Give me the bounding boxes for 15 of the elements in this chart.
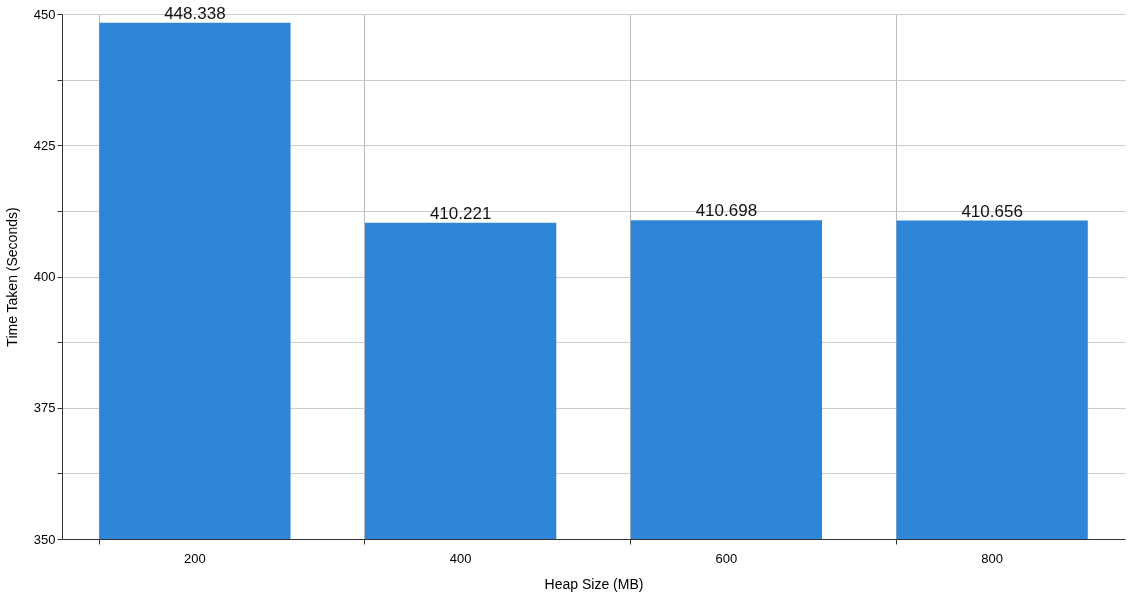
x-tick-label: 200 (184, 550, 206, 566)
y-tick-label: 425 (33, 137, 56, 153)
y-axis-title: Time Taken (Seconds) (3, 207, 20, 347)
x-tick-label: 600 (715, 550, 738, 566)
y-tick-label: 350 (33, 531, 56, 547)
data-label: 448.338 (164, 3, 226, 23)
y-tick-label: 400 (33, 269, 56, 284)
data-label: 410.221 (429, 203, 492, 223)
x-tick-label: 800 (981, 550, 1003, 566)
x-axis-title: Heap Size (MB) (544, 575, 644, 592)
x-tick-label: 400 (449, 550, 472, 566)
y-tick-label: 450 (33, 6, 56, 22)
data-label: 410.698 (695, 201, 758, 221)
y-tick-label: 375 (33, 400, 56, 416)
data-label: 410.656 (961, 201, 1023, 221)
